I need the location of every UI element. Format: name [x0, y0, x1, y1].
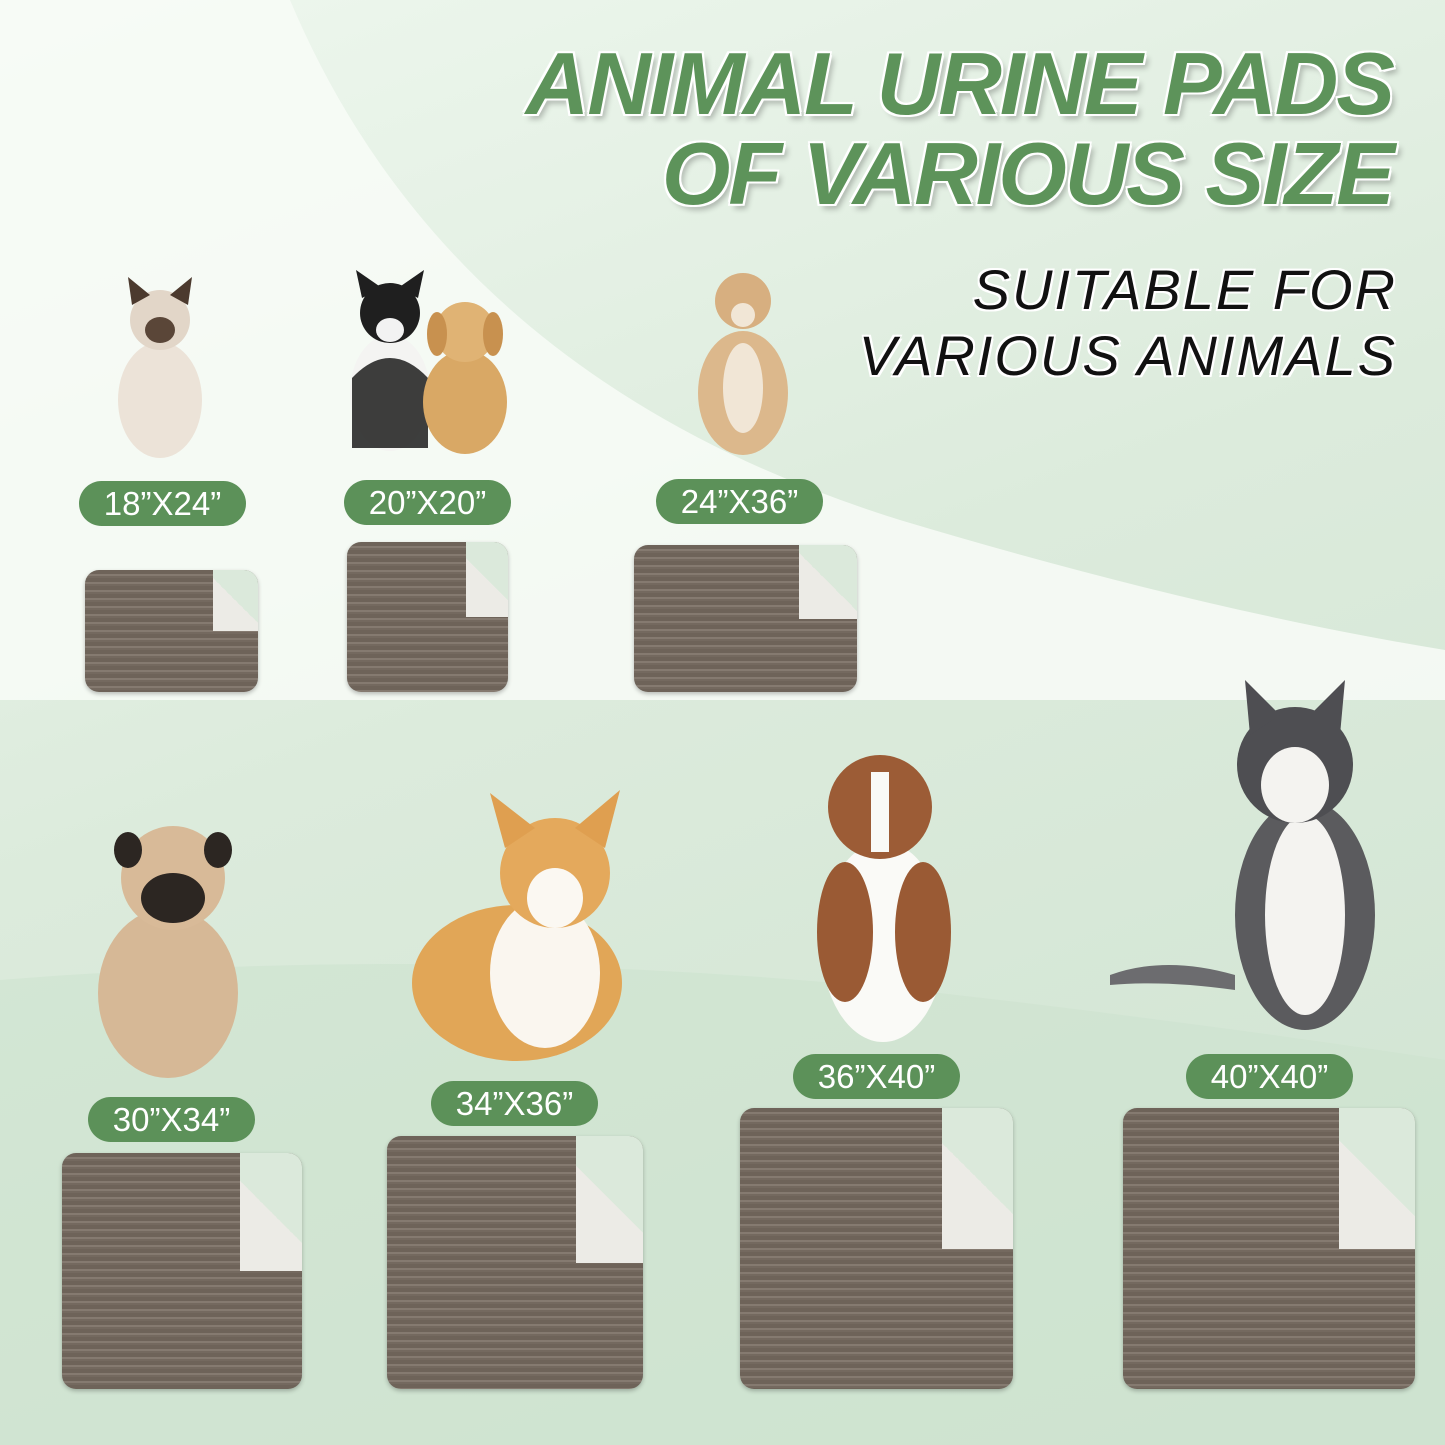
- size-label-18x24: 18”X24”: [79, 481, 246, 526]
- australian-shepherd-image: [817, 755, 951, 1042]
- size-label-40x40: 40”X40”: [1186, 1054, 1353, 1099]
- size-label-24x36: 24”X36”: [656, 479, 823, 524]
- size-label-30x34: 30”X34”: [88, 1097, 255, 1142]
- background-swoosh-lower: [0, 964, 1445, 1445]
- puppy-image: [423, 302, 507, 454]
- husky-image: [1110, 680, 1375, 1030]
- siamese-cat-image: [118, 277, 202, 458]
- pad-34x36: [387, 1136, 643, 1389]
- subheadline-line-1: SUITABLE FOR: [972, 258, 1397, 321]
- pad-40x40: [1123, 1108, 1415, 1389]
- size-label-34x36: 34”X36”: [431, 1081, 598, 1126]
- subheadline-line-2: VARIOUS ANIMALS: [858, 324, 1397, 387]
- pad-30x34: [62, 1153, 302, 1389]
- pad-20x20: [347, 542, 508, 692]
- size-label-36x40: 36”X40”: [793, 1054, 960, 1099]
- headline-line-2: OF VARIOUS SIZE: [661, 124, 1395, 223]
- headline-line-1: ANIMAL URINE PADS: [525, 34, 1395, 133]
- pad-24x36: [634, 545, 857, 692]
- corgi-image: [412, 790, 622, 1061]
- pad-36x40: [740, 1108, 1013, 1389]
- pug-image: [98, 826, 238, 1078]
- background-swoosh-upper: [0, 0, 1445, 700]
- cat-image: [350, 270, 430, 451]
- size-label-20x20: 20”X20”: [344, 480, 511, 525]
- pad-18x24: [85, 570, 258, 692]
- mixed-breed-dog-image: [698, 273, 788, 455]
